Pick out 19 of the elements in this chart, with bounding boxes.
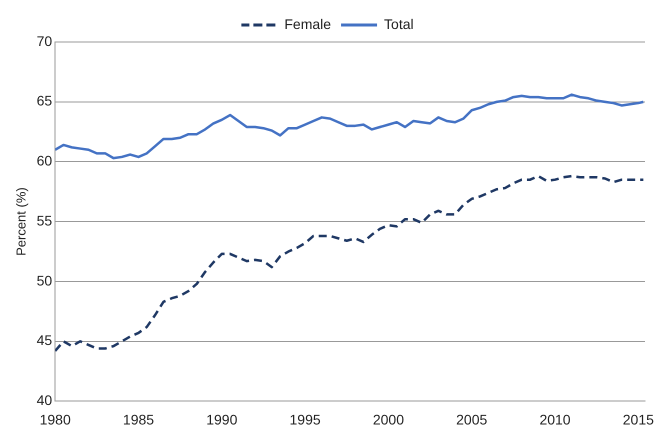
x-tick-label: 2010	[539, 411, 571, 428]
y-tick-label: 55	[36, 212, 52, 228]
x-tick-label: 1990	[206, 411, 238, 428]
x-tick-label: 1995	[290, 411, 321, 428]
x-tick-label: 1980	[40, 411, 71, 428]
y-tick-label: 60	[36, 152, 52, 169]
x-tick-label: 2015	[622, 411, 654, 428]
line-series	[55, 174, 645, 352]
legend-label: Total	[384, 16, 414, 32]
y-tick-label: 40	[36, 392, 52, 408]
y-tick-label: 45	[36, 332, 52, 348]
x-tick-label: 1985	[122, 411, 154, 428]
y-axis-title: Percent (%)	[13, 187, 28, 256]
legend-label: Female	[284, 16, 332, 32]
x-tick-label: 2005	[456, 411, 488, 428]
x-tick-label: 2000	[372, 411, 404, 428]
y-tick-label: 65	[36, 92, 52, 109]
y-tick-label: 50	[36, 272, 52, 288]
y-tick-label: 70	[36, 32, 52, 49]
